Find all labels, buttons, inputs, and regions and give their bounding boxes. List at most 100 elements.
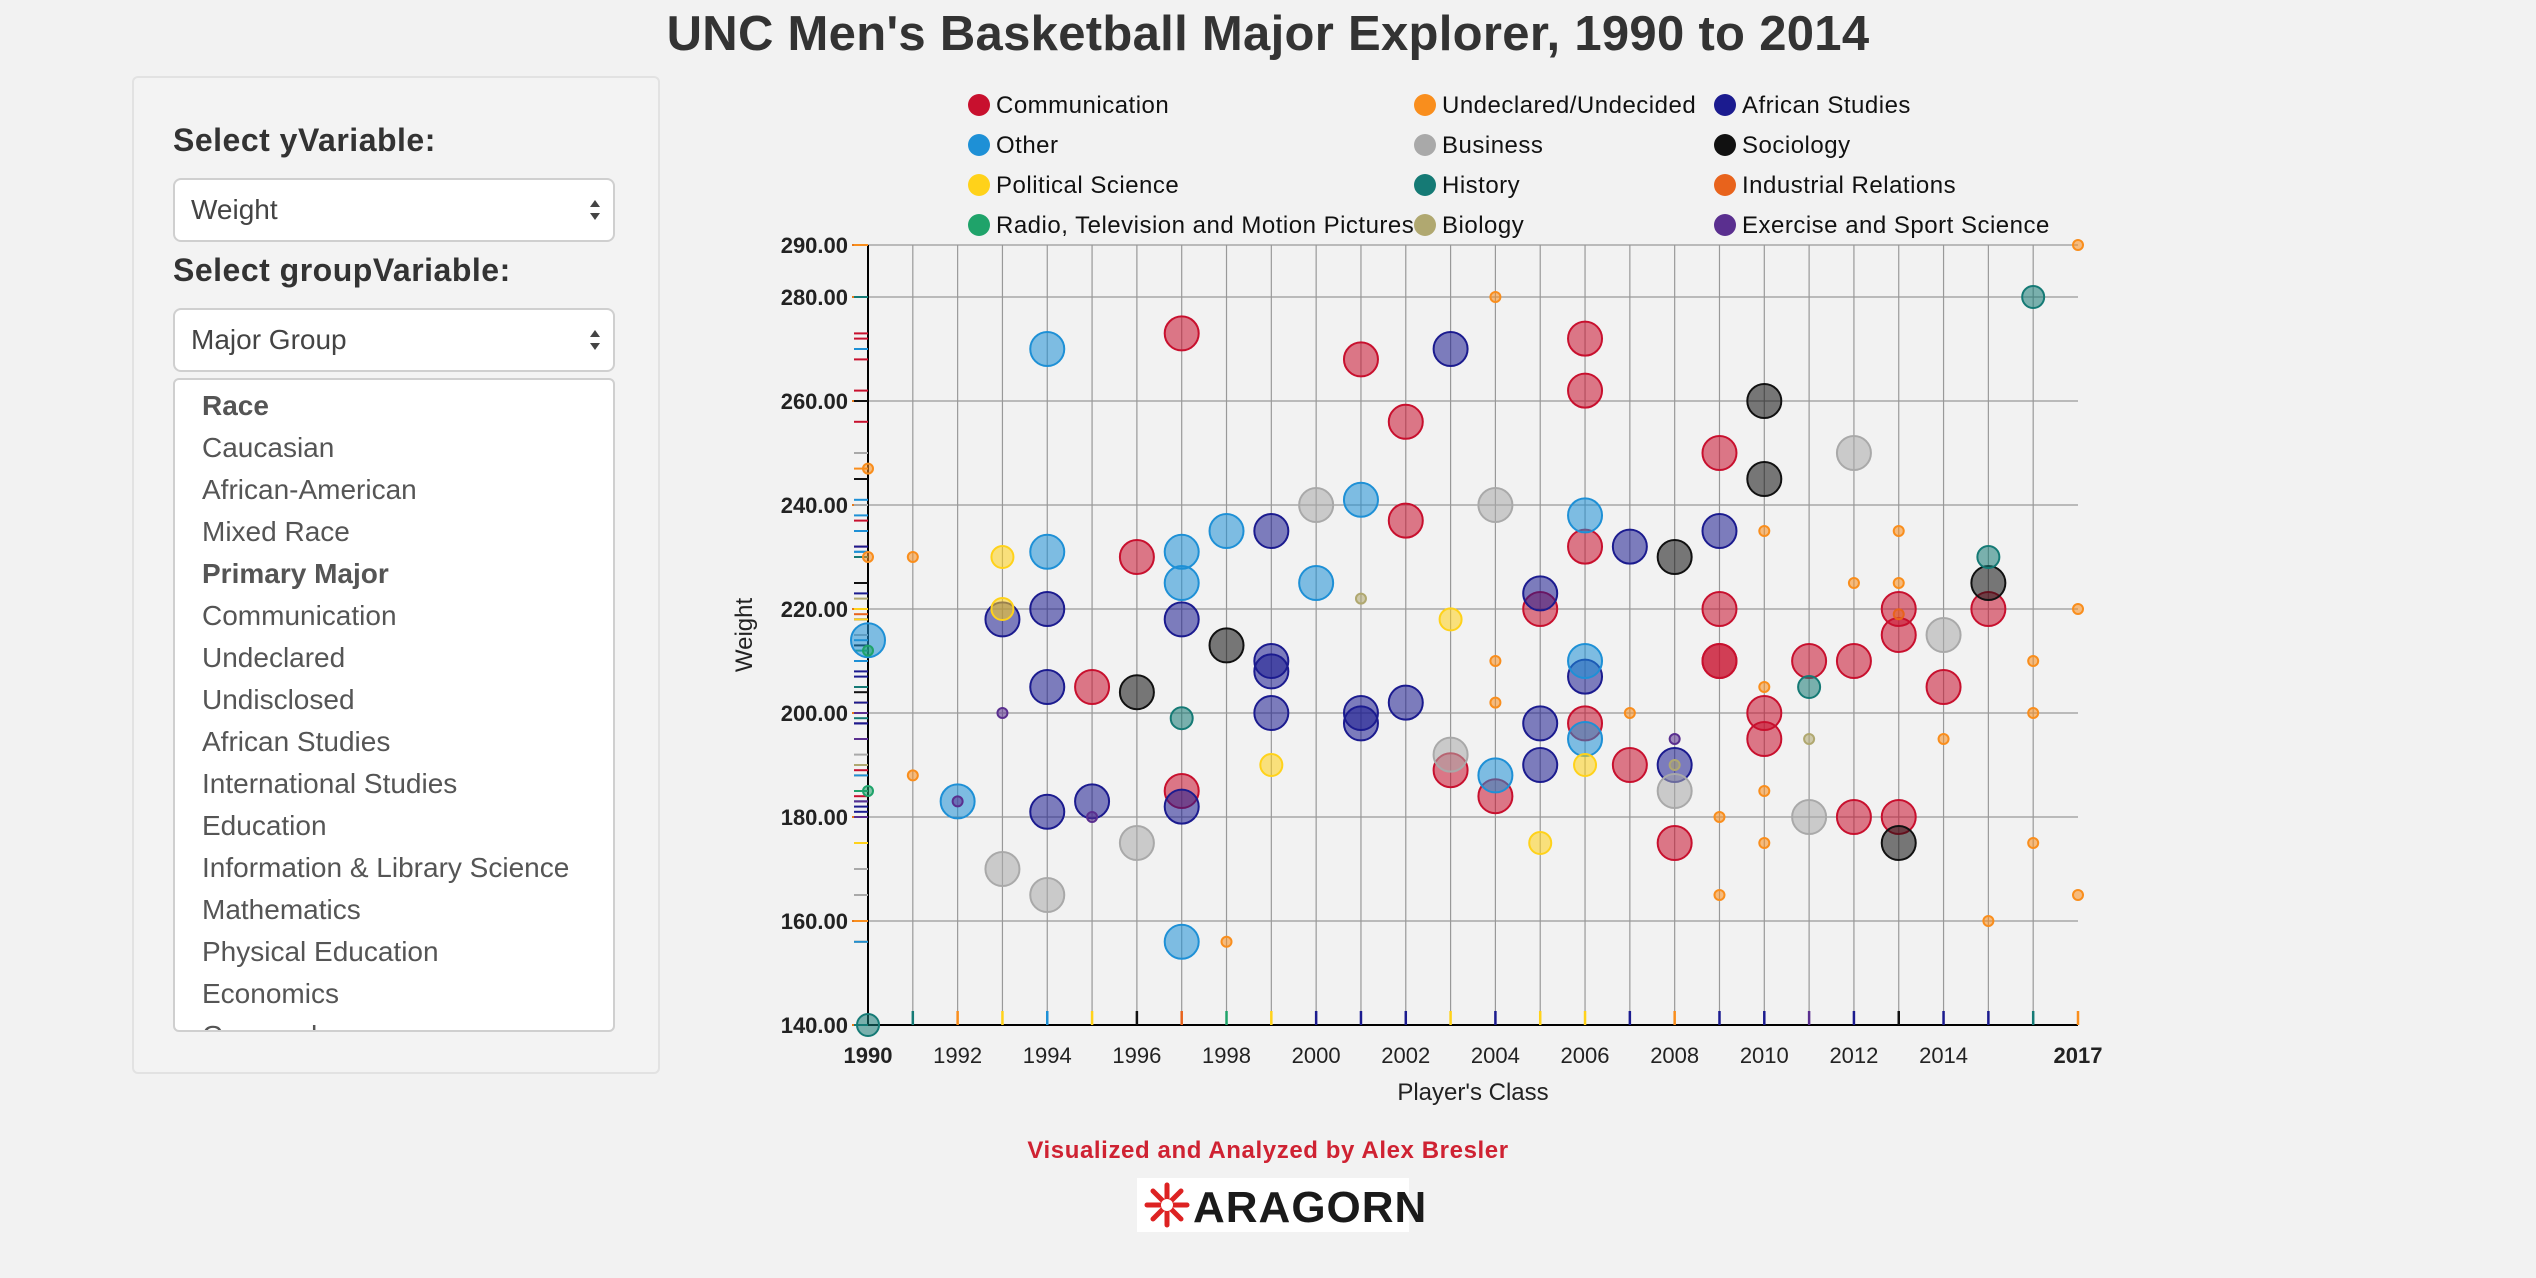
scatter-point <box>1880 825 1917 861</box>
scatter-point <box>1701 643 1738 679</box>
y-tick-label: 140.00 <box>781 1013 848 1038</box>
page-title: UNC Men's Basketball Major Explorer, 199… <box>666 7 1870 61</box>
aragorn-logo[interactable]: ARAGORN <box>1137 1178 1426 1232</box>
scatter-point <box>1029 331 1066 367</box>
scatter-point <box>1567 643 1604 679</box>
scatter-point <box>1163 923 1200 960</box>
scatter-point <box>1713 811 1726 823</box>
listbox-option[interactable]: Education <box>202 810 327 841</box>
listbox-option[interactable]: Economics <box>202 978 339 1009</box>
legend-label: Communication <box>996 92 1169 119</box>
scatter-point <box>1220 935 1233 948</box>
listbox-option[interactable]: African-American <box>202 474 417 505</box>
y-tick-label: 280.00 <box>781 285 848 310</box>
scatter-point <box>990 545 1015 569</box>
legend-item: Political Science <box>968 172 1179 199</box>
x-axis-title: Player's Class <box>1397 1079 1548 1106</box>
listbox-option[interactable]: Physical Education <box>202 936 439 967</box>
scatter-point <box>2027 837 2040 849</box>
scatter-point <box>1623 707 1636 719</box>
scatter-point <box>1803 733 1816 745</box>
scatter-point <box>996 707 1009 719</box>
x-tick-label: 2012 <box>1829 1043 1878 1068</box>
legend-swatch <box>1714 174 1736 196</box>
x-tick-label: 2010 <box>1740 1043 1789 1068</box>
scatter-point <box>1208 627 1245 664</box>
listbox-option[interactable]: Information & Library Science <box>202 852 570 883</box>
legend-item: Sociology <box>1714 132 1850 159</box>
listbox-option[interactable]: Caucasian <box>202 432 335 463</box>
listbox-option[interactable]: Undisclosed <box>202 684 355 715</box>
scatter-point <box>2027 655 2040 667</box>
scatter-point <box>1074 669 1111 705</box>
group-variable-select[interactable]: Major Group <box>173 308 615 372</box>
logo-text: ARAGORN <box>1193 1183 1428 1232</box>
y-variable-select[interactable]: Weight <box>173 178 615 242</box>
scatter-point <box>856 1013 880 1037</box>
scatter-point <box>1163 788 1200 825</box>
x-tick-label: 1994 <box>1023 1043 1072 1068</box>
scatter-point <box>1892 525 1905 537</box>
legend-label: Radio, Television and Motion Pictures <box>996 212 1414 239</box>
y-tick-label: 240.00 <box>781 493 848 518</box>
scatter-point <box>1567 320 1604 357</box>
scatter-point <box>1086 811 1099 823</box>
scatter-point <box>1342 481 1379 518</box>
x-tick-label: 2014 <box>1919 1043 1968 1068</box>
scatter-point <box>1567 372 1604 409</box>
legend-item: Industrial Relations <box>1714 172 1956 199</box>
scatter-point <box>1758 785 1771 797</box>
scatter-point <box>1163 315 1200 352</box>
scatter-point <box>1169 706 1194 731</box>
legend-label: History <box>1442 172 1520 199</box>
scatter-point <box>1982 915 1995 927</box>
scatter-point <box>1342 705 1379 742</box>
credit-text: Visualized and Analyzed by Alex Bresler <box>1027 1137 1509 1164</box>
legend-label: Industrial Relations <box>1742 172 1956 199</box>
listbox-option[interactable]: Geography <box>202 1020 341 1030</box>
scatter-point <box>1432 736 1469 773</box>
scatter-point <box>1847 577 1860 589</box>
scatter-point <box>1489 655 1502 667</box>
scatter-point <box>1387 403 1424 440</box>
control-panel: Select yVariable: Weight Select groupVar… <box>132 76 660 1074</box>
scatter-point <box>2072 603 2084 615</box>
listbox-option[interactable]: Undeclared <box>202 642 346 673</box>
scatter-point <box>1029 793 1066 830</box>
scatter-point <box>1029 591 1066 627</box>
scatter-point <box>1522 747 1559 783</box>
scatter-point <box>1611 747 1648 783</box>
listbox-option[interactable]: Mathematics <box>202 894 361 925</box>
legend-swatch <box>1714 94 1736 116</box>
listbox-option[interactable]: African Studies <box>202 726 391 757</box>
scatter-point <box>1656 825 1693 861</box>
y-axis-title: Weight <box>731 598 758 673</box>
legend-item: Radio, Television and Motion Pictures <box>968 212 1414 239</box>
scatter-point <box>1567 721 1604 757</box>
scatter-point <box>862 551 874 563</box>
scatter-point <box>984 851 1021 887</box>
scatter-point <box>1797 675 1822 699</box>
scatter-point <box>1387 684 1424 721</box>
listbox-option[interactable]: Communication <box>202 600 397 631</box>
scatter-point <box>1701 513 1738 549</box>
scatter-point <box>906 551 919 563</box>
scatter-point <box>1029 533 1066 570</box>
scatter-point <box>1701 591 1738 627</box>
scatter-point <box>2072 239 2084 251</box>
scatter-point <box>1611 528 1648 565</box>
legend-item: Other <box>968 132 1058 159</box>
scatter-point <box>1489 291 1502 303</box>
group-filter-listbox[interactable]: Race Caucasian African-American Mixed Race P… <box>173 378 615 1032</box>
scatter-point <box>1925 617 1962 653</box>
scatter-point <box>1259 753 1284 777</box>
scatter-point <box>2027 707 2040 719</box>
scatter-point <box>1208 513 1245 549</box>
scatter-point <box>990 597 1015 621</box>
scatter-point <box>1387 502 1424 539</box>
listbox-option[interactable]: International Studies <box>202 768 458 799</box>
legend-swatch <box>968 214 990 236</box>
listbox-option[interactable]: Mixed Race <box>202 516 350 547</box>
scatter-point <box>862 785 874 797</box>
scatter-point <box>1354 592 1367 605</box>
